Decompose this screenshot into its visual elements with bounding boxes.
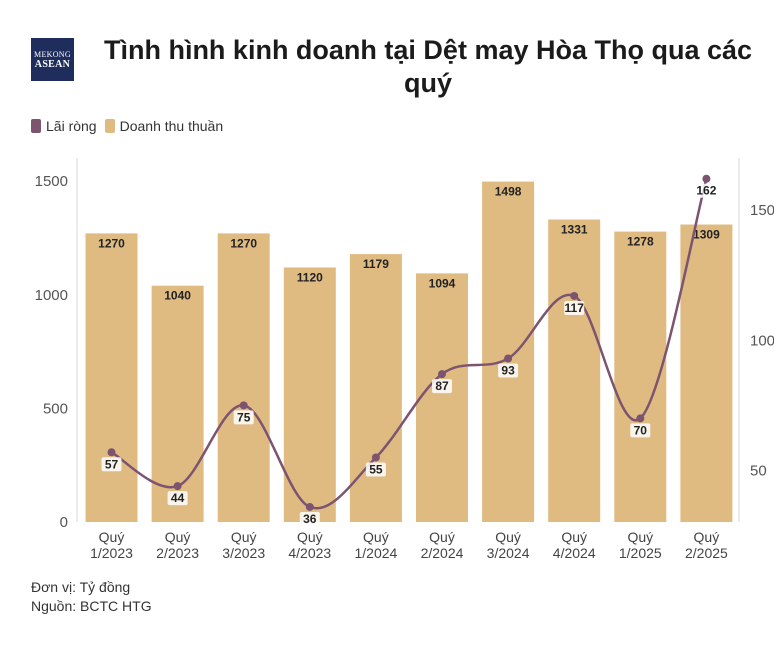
revenue-bar: [548, 219, 601, 522]
net-profit-point-label: 57: [105, 457, 119, 471]
revenue-bar-label: 1270: [98, 236, 125, 250]
legend-label-net-profit: Lãi ròng: [46, 118, 97, 134]
net-profit-label-bg: [299, 511, 320, 526]
net-profit-point-label: 70: [634, 423, 648, 437]
legend-item-revenue: Doanh thu thuần: [104, 118, 224, 134]
unit-note: Đơn vị: Tỷ đồng: [31, 579, 131, 595]
net-profit-point: [702, 174, 711, 183]
net-profit-point: [305, 502, 314, 511]
revenue-bar-label: 1331: [561, 223, 588, 237]
x-tick-label: Quý 2/2025: [685, 529, 728, 561]
net-profit-label-bg: [564, 300, 585, 315]
revenue-bar: [217, 233, 270, 522]
x-tick-label: Quý 1/2023: [90, 529, 133, 561]
legend-swatch-revenue: [104, 119, 115, 133]
net-profit-point-label: 93: [501, 363, 515, 377]
net-profit-point-label: 117: [565, 301, 585, 315]
net-profit-point: [107, 448, 116, 457]
net-profit-point-label: 87: [435, 379, 449, 393]
net-profit-label-bg: [365, 462, 386, 477]
net-profit-point: [636, 414, 645, 423]
net-profit-point-label: 36: [303, 512, 317, 526]
revenue-bar-label: 1309: [693, 228, 720, 242]
x-tick-label: Quý 2/2024: [421, 529, 464, 561]
legend-swatch-net-profit: [31, 119, 41, 133]
chart-title: Tình hình kinh doanh tại Dệt may Hòa Thọ…: [103, 35, 753, 98]
net-profit-label-bg: [233, 410, 254, 425]
y-left-tick-label: 1000: [35, 287, 68, 304]
x-tick-label: Quý 2/2023: [156, 529, 199, 561]
net-profit-point: [173, 482, 182, 491]
y-right-tick-label: 50: [750, 463, 767, 480]
revenue-bar-label: 1094: [429, 276, 456, 290]
net-profit-line: [110, 178, 708, 510]
revenue-bar: [349, 254, 402, 522]
revenue-bar-label: 1120: [297, 270, 323, 284]
y-right-tick-label: 100: [750, 332, 774, 349]
revenue-bar-label: 1278: [627, 235, 654, 249]
x-tick-label: Quý 4/2024: [553, 529, 596, 561]
legend-item-net-profit: Lãi ròng: [31, 118, 97, 134]
net-profit-label-bg: [498, 363, 519, 378]
x-tick-label: Quý 4/2023: [288, 529, 331, 561]
x-tick-label: Quý 1/2024: [354, 529, 397, 561]
net-profit-point-label: 55: [369, 462, 383, 476]
net-profit-point-label: 75: [237, 410, 251, 424]
revenue-bar: [283, 267, 336, 522]
y-left-tick-label: 1500: [35, 173, 68, 190]
net-profit-point: [504, 354, 513, 363]
publisher-logo: MEKONG ASEAN: [31, 38, 74, 81]
y-left-tick-label: 0: [60, 514, 68, 531]
revenue-bar-label: 1270: [230, 236, 257, 250]
x-tick-label: Quý 3/2023: [222, 529, 265, 561]
net-profit-point-label: 44: [171, 491, 185, 505]
revenue-bar: [416, 273, 468, 522]
revenue-bar-label: 1179: [363, 257, 389, 271]
y-left-tick-label: 500: [43, 400, 68, 417]
net-profit-label-bg: [630, 423, 651, 438]
logo-text-top: MEKONG: [34, 49, 71, 59]
net-profit-point: [371, 453, 380, 462]
legend-label-revenue: Doanh thu thuần: [119, 118, 224, 134]
revenue-bar-label: 1498: [495, 185, 522, 199]
source-note: Nguồn: BCTC HTG: [31, 598, 152, 614]
x-tick-label: Quý 1/2025: [619, 529, 662, 561]
net-profit-point: [239, 401, 248, 410]
y-right-tick-label: 150: [750, 202, 774, 219]
net-profit-label-bg: [432, 379, 452, 394]
net-profit-label-bg: [167, 491, 188, 506]
x-tick-label: Quý 3/2024: [487, 529, 530, 561]
legend: Lãi ròng Doanh thu thuần: [31, 118, 231, 134]
net-profit-label-bg: [101, 457, 122, 472]
net-profit-point-label: 162: [696, 184, 716, 198]
revenue-bar: [482, 181, 535, 522]
net-profit-point: [570, 291, 579, 300]
logo-text-bottom: ASEAN: [34, 58, 71, 70]
revenue-bar-label: 1040: [164, 289, 191, 303]
net-profit-label-bg: [696, 183, 717, 198]
revenue-bar: [680, 224, 733, 522]
revenue-bar: [85, 233, 138, 522]
net-profit-point: [438, 370, 446, 379]
